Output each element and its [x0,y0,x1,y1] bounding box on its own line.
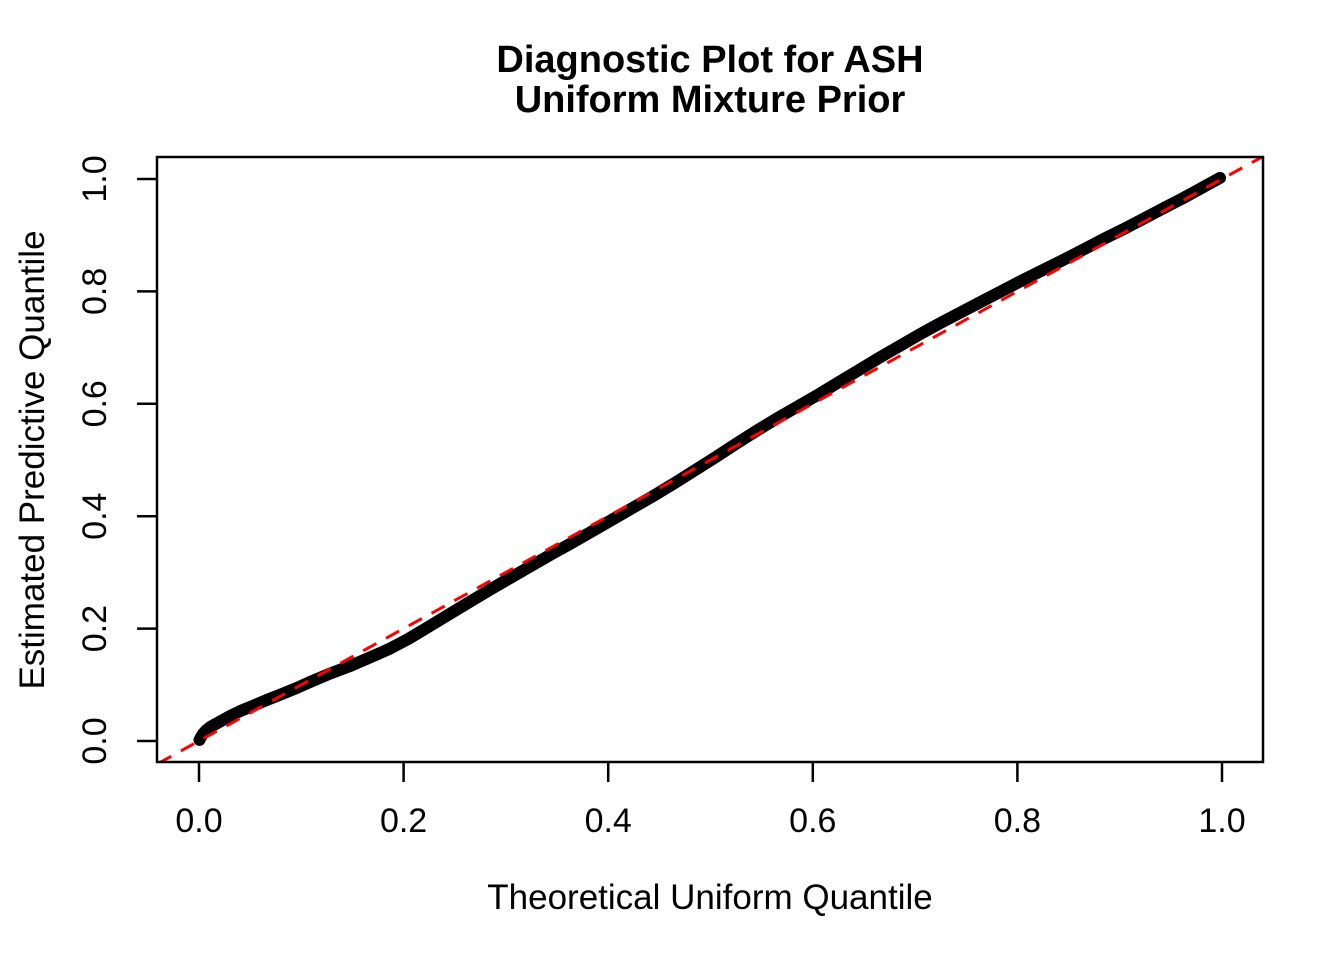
y-tick-label: 0.0 [76,717,114,764]
x-tick-label: 1.0 [1198,802,1245,840]
y-tick-label: 0.2 [76,605,114,652]
y-tick-label: 0.8 [76,268,114,315]
plot-title-line1: Diagnostic Plot for ASH [496,39,924,81]
x-tick-label: 0.6 [789,802,836,840]
x-tick-label: 0.4 [585,802,632,840]
x-tick-label: 0.0 [175,802,222,840]
y-axis-title: Estimated Predictive Quantile [13,230,52,690]
quantile-curve [193,171,1226,746]
plot-title: Diagnostic Plot for ASH Uniform Mixture … [157,40,1263,120]
y-tick-label: 1.0 [76,155,114,202]
plot-title-line2: Uniform Mixture Prior [514,79,906,121]
y-tick-label: 0.4 [76,493,114,540]
y-tick-label: 0.6 [76,380,114,427]
x-tick-label: 0.2 [380,802,427,840]
x-tick-label: 0.8 [994,802,1041,840]
plot-box [155,155,1265,764]
reference-diagonal-line [157,157,1263,762]
x-axis-title: Theoretical Uniform Quantile [487,878,933,917]
